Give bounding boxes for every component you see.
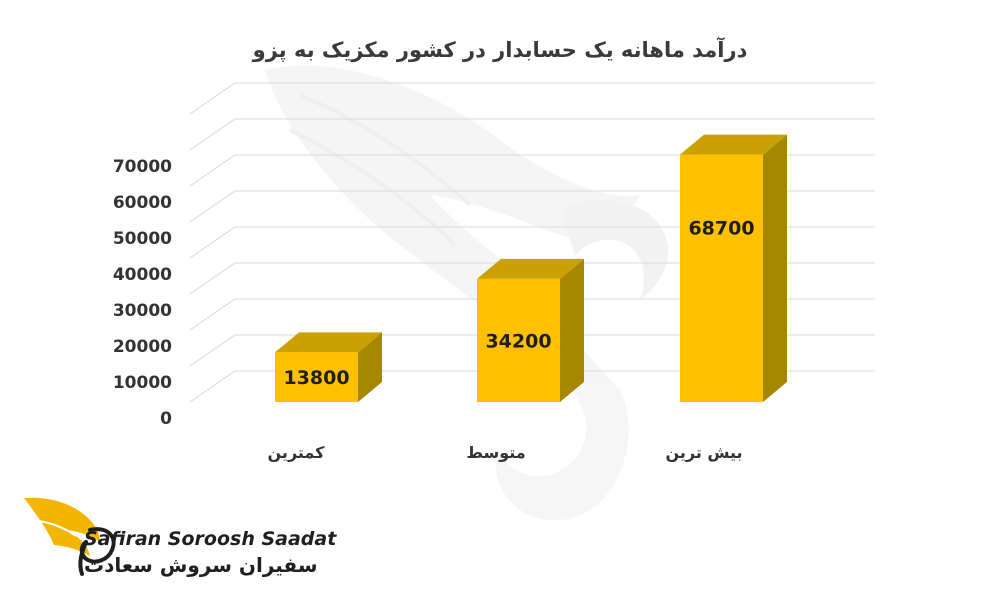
bar-side bbox=[358, 332, 382, 402]
bar: 68700 bbox=[680, 134, 787, 402]
y-tick-label: 20000 bbox=[113, 337, 172, 357]
bar: 34200 bbox=[477, 258, 584, 402]
y-tick-label: 50000 bbox=[113, 229, 172, 249]
y-tick-label: 10000 bbox=[113, 373, 172, 393]
bar-top bbox=[680, 134, 787, 155]
data-label: 68700 bbox=[688, 218, 754, 240]
y-tick-label: 0 bbox=[160, 409, 172, 429]
brand-name-en: Safiran Soroosh Saadat bbox=[84, 528, 337, 550]
y-tick-label: 40000 bbox=[113, 265, 172, 285]
gridline-depth bbox=[189, 154, 236, 187]
x-category-label: بیش ترین bbox=[665, 443, 742, 462]
y-tick-label: 70000 bbox=[113, 157, 172, 177]
bar-front bbox=[275, 352, 358, 402]
bar-side bbox=[560, 258, 584, 402]
x-category-label: کمترین bbox=[268, 443, 326, 462]
bars: 13800 34200 68700 bbox=[275, 134, 787, 402]
gridline-depth bbox=[189, 334, 236, 367]
wing-logo-icon bbox=[24, 497, 116, 576]
bar-front bbox=[477, 278, 560, 402]
bar-front bbox=[680, 154, 763, 402]
x-category-label: متوسط bbox=[466, 443, 525, 462]
gridline-depth bbox=[189, 226, 236, 259]
chart-title: درآمد ماهانه یک حسابدار در کشور مکزیک به… bbox=[252, 38, 748, 62]
y-tick-label: 60000 bbox=[113, 193, 172, 213]
gridline-depth bbox=[189, 82, 236, 115]
wing-watermark-icon bbox=[265, 65, 669, 521]
bar-top bbox=[275, 332, 382, 353]
gridline-depth bbox=[189, 262, 236, 295]
bar: 13800 bbox=[275, 332, 382, 402]
data-label: 34200 bbox=[485, 330, 551, 352]
x-axis-labels: کمترین متوسط بیش ترین bbox=[268, 443, 743, 462]
gridline-depth bbox=[189, 298, 236, 331]
gridline-depth bbox=[189, 190, 236, 223]
y-axis-ticks: 0 10000 20000 30000 40000 50000 60000 70000 bbox=[113, 157, 172, 429]
bar-top bbox=[477, 258, 584, 279]
data-label: 13800 bbox=[283, 367, 349, 389]
gridline-depth bbox=[189, 370, 236, 403]
gridline-depth bbox=[189, 118, 236, 151]
bar-side bbox=[763, 134, 787, 402]
brand-name-fa: سفیران سروش سعادت bbox=[84, 553, 318, 577]
y-tick-label: 30000 bbox=[113, 301, 172, 321]
